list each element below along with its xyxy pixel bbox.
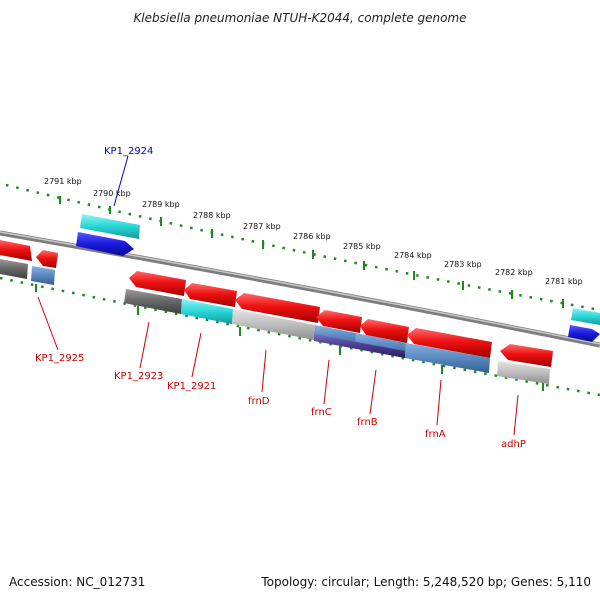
- label-frnb[interactable]: frnB: [357, 417, 378, 428]
- gene-kp1-2924-feature[interactable]: [80, 214, 140, 239]
- gene-left-darkgray-feature[interactable]: [0, 259, 28, 279]
- map-title: Klebsiella pneumoniae NTUH-K2044, comple…: [133, 11, 466, 25]
- kbp-label: 2785 kbp: [343, 242, 381, 251]
- gene-frnb-red-feature[interactable]: [360, 319, 409, 343]
- label-kp1-2925[interactable]: KP1_2925: [35, 353, 84, 364]
- gene-frna-red-feature[interactable]: [407, 328, 492, 358]
- gene-kp1-2921-red-feature[interactable]: [184, 283, 237, 307]
- gene-labels: KP1_2924 KP1_2925 KP1_2923 KP1_2921 frnD…: [35, 146, 526, 450]
- gene-frna-feature[interactable]: [405, 343, 490, 373]
- gene-left-red-1-feature[interactable]: [0, 240, 32, 261]
- leader-frnd: [261, 349, 267, 393]
- inner-ruler-major-ticks: [35, 284, 544, 391]
- genome-backbone: [0, 230, 600, 348]
- label-kp1-2924[interactable]: KP1_2924: [104, 146, 153, 157]
- label-frna[interactable]: frnA: [425, 429, 446, 440]
- label-adhp[interactable]: adhP: [501, 439, 526, 450]
- accession-text: Accession: NC_012731: [9, 575, 145, 589]
- kbp-label: 2790 kbp: [93, 189, 131, 198]
- leader-frna: [436, 379, 442, 426]
- leader-kp1-2921: [191, 332, 202, 378]
- label-frnc[interactable]: frnC: [311, 407, 332, 418]
- leader-kp1-2925: [37, 296, 59, 351]
- leader-frnb: [369, 369, 377, 415]
- gene-adhp-feature[interactable]: [497, 361, 550, 384]
- kbp-label: 2787 kbp: [243, 222, 281, 231]
- gene-kp1-2925-feature[interactable]: [31, 266, 55, 285]
- inner-ruler-track: [0, 276, 600, 397]
- leader-frnc: [323, 359, 330, 405]
- gene-forward-cyan-right-feature[interactable]: [571, 308, 600, 325]
- gene-forward-blue-right-feature[interactable]: [568, 325, 600, 342]
- leader-adhp: [513, 394, 519, 436]
- label-kp1-2921[interactable]: KP1_2921: [167, 381, 216, 392]
- kbp-label: 2782 kbp: [495, 268, 533, 277]
- outer-ruler-major-ticks: [59, 196, 564, 308]
- gene-frnd-feature[interactable]: [232, 309, 315, 340]
- kbp-label: 2783 kbp: [444, 260, 482, 269]
- gene-kp1-2923-feature[interactable]: [124, 289, 182, 314]
- label-frnd[interactable]: frnD: [248, 396, 270, 407]
- label-leaders: [37, 155, 519, 436]
- gene-kp1-2923-red-feature[interactable]: [129, 271, 186, 296]
- gene-left-red-2-feature[interactable]: [36, 250, 58, 268]
- gene-frnc-frnb-purple-feature[interactable]: [314, 334, 405, 358]
- label-kp1-2923[interactable]: KP1_2923: [114, 371, 163, 382]
- leader-kp1-2924: [113, 155, 129, 207]
- outer-ruler-track: [5, 183, 600, 312]
- kbp-label: 2791 kbp: [44, 177, 82, 186]
- gene-frnc-red-feature[interactable]: [316, 310, 362, 333]
- kbp-label: 2784 kbp: [394, 251, 432, 260]
- kbp-label: 2788 kbp: [193, 211, 231, 220]
- gene-forward-blue-feature[interactable]: [76, 232, 134, 256]
- ruler-labels: 2791 kbp 2790 kbp 2789 kbp 2788 kbp 2787…: [44, 177, 583, 286]
- leader-kp1-2923: [139, 321, 150, 369]
- gene-adhp-red-feature[interactable]: [500, 344, 553, 367]
- gene-frnd-red-feature[interactable]: [235, 293, 320, 323]
- forward-strand-features: [76, 214, 600, 342]
- kbp-label: 2786 kbp: [293, 232, 331, 241]
- reverse-strand-features: [0, 240, 553, 384]
- topology-text: Topology: circular; Length: 5,248,520 bp…: [260, 575, 591, 589]
- kbp-label: 2781 kbp: [545, 277, 583, 286]
- gene-kp1-2921-feature[interactable]: [181, 299, 233, 324]
- kbp-label: 2789 kbp: [142, 200, 180, 209]
